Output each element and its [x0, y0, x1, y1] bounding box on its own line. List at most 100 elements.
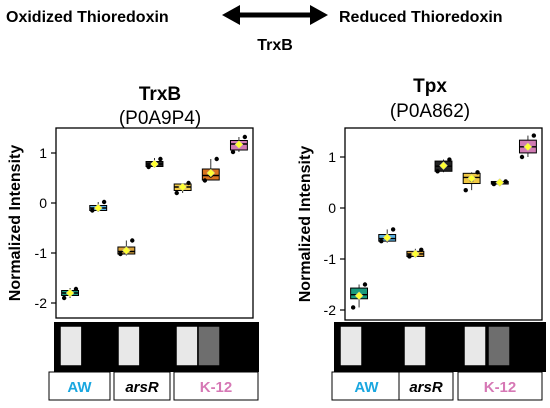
group-box — [398, 371, 454, 401]
data-point — [130, 238, 135, 243]
condition-bar — [427, 325, 451, 367]
data-point — [362, 282, 368, 287]
enzyme-label: TrxB — [257, 37, 293, 54]
y-tick-label: -2 — [324, 302, 337, 318]
data-point — [242, 134, 248, 140]
y-tick-label: 1 — [39, 145, 47, 161]
condition-bar — [81, 325, 105, 367]
group-box — [48, 371, 111, 401]
data-point — [158, 156, 163, 162]
condition-bar — [463, 325, 487, 367]
condition-bar — [139, 325, 163, 367]
mean-marker — [65, 288, 75, 298]
mean-marker — [122, 246, 131, 255]
condition-bar — [117, 325, 141, 367]
data-point — [101, 199, 107, 205]
mean-marker — [382, 233, 392, 242]
data-point — [230, 149, 236, 155]
data-point — [146, 164, 151, 170]
plot-frame — [344, 127, 543, 321]
y-tick-label: 0 — [39, 195, 47, 211]
y-tick-label: -1 — [324, 251, 337, 267]
data-point — [186, 180, 191, 186]
mean-marker — [439, 161, 448, 171]
data-point — [519, 154, 525, 160]
chart-subtitle: (P0A862) — [390, 101, 470, 122]
data-point — [463, 187, 468, 193]
chart-title: Tpx — [413, 76, 447, 97]
group-box — [457, 371, 543, 401]
data-point — [447, 157, 452, 162]
data-point — [503, 179, 508, 184]
condition-bar — [229, 325, 254, 367]
mean-marker — [523, 142, 533, 152]
oxidized-label: Oxidized Thioredoxin — [6, 9, 169, 26]
box-6 — [201, 156, 220, 183]
data-point — [435, 169, 440, 174]
y-axis-label: Normalized Intensity — [297, 146, 314, 303]
data-point — [491, 181, 497, 187]
box-4 — [145, 156, 164, 170]
condition-bar — [339, 325, 363, 367]
group-label: K-12 — [200, 379, 233, 396]
data-point — [350, 305, 356, 310]
mean-marker — [206, 168, 216, 178]
data-point — [73, 286, 79, 292]
mean-marker — [234, 140, 244, 149]
group-box — [173, 371, 259, 401]
data-point — [379, 238, 384, 244]
chart-tpx: Tpx (P0A862) Normalized Intensity 1 0 -1 -2 AW a… — [297, 76, 546, 401]
group-label: AW — [67, 379, 92, 396]
box-5 — [173, 180, 192, 196]
y-tick-label: 0 — [328, 200, 336, 216]
box-7 — [229, 134, 248, 155]
condition-bar — [175, 325, 199, 367]
y-axis-label: Normalized Intensity — [7, 145, 24, 302]
data-point — [61, 295, 67, 301]
mean-marker — [467, 174, 476, 183]
data-point — [214, 156, 219, 162]
y-tick-label: 1 — [328, 149, 336, 165]
plot-frame — [55, 127, 254, 319]
box-2 — [89, 199, 108, 213]
data-point — [407, 254, 412, 259]
group-label: K-12 — [484, 379, 517, 396]
reduced-label: Reduced Thioredoxin — [339, 9, 503, 26]
mean-marker — [411, 249, 420, 259]
data-point — [390, 227, 396, 232]
group-label: AW — [354, 379, 379, 396]
group-label: arsR — [125, 379, 159, 396]
data-point — [174, 190, 179, 196]
box-1 — [61, 286, 80, 301]
box-2 — [378, 227, 397, 244]
condition-bar — [59, 325, 83, 367]
box-5 — [462, 170, 481, 193]
chart-subtitle: (P0A9P4) — [119, 108, 201, 129]
group-box — [113, 371, 171, 401]
box-4 — [434, 157, 453, 174]
box-1 — [350, 282, 369, 310]
double-arrow-icon — [222, 5, 328, 25]
group-label: arsR — [409, 379, 443, 396]
y-tick-label: -1 — [35, 245, 48, 261]
condition-bar — [197, 325, 221, 367]
box-6 — [490, 178, 509, 187]
data-point — [118, 251, 123, 257]
mean-marker — [93, 203, 103, 213]
data-point — [419, 247, 424, 253]
condition-bar — [364, 325, 388, 367]
data-point — [90, 208, 95, 213]
data-point — [475, 170, 480, 175]
mean-marker — [150, 159, 159, 169]
condition-bar — [403, 325, 427, 367]
group-box — [331, 371, 402, 401]
mean-marker — [354, 291, 364, 301]
data-point — [531, 133, 537, 138]
condition-bar — [515, 325, 541, 367]
chart-trxb: TrxB (P0A9P4) Normalized Intensity 1 0 -1 -2 AW… — [7, 84, 259, 401]
mean-marker — [495, 178, 505, 187]
data-point — [202, 178, 208, 183]
y-tick-label: -2 — [35, 295, 48, 311]
condition-bar — [487, 325, 511, 367]
